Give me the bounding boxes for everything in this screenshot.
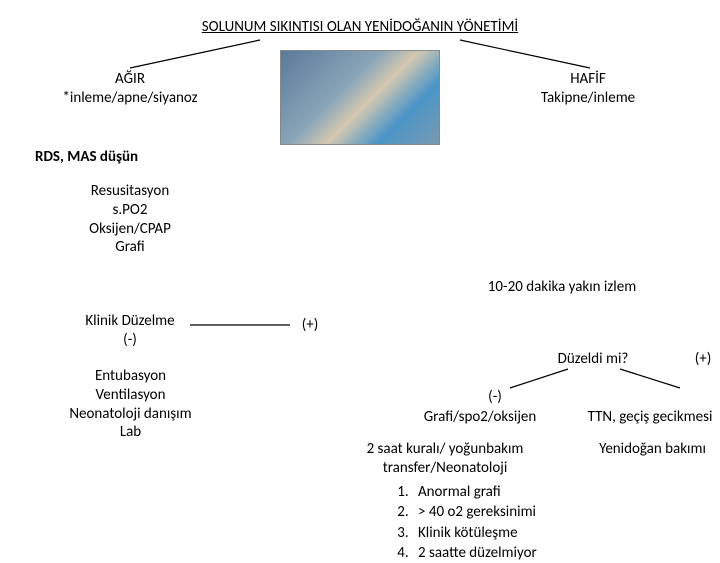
intub-block: Entubasyon Ventilasyon Neonatoloji danış… bbox=[38, 367, 223, 442]
resus-l3: Oksijen/CPAP bbox=[55, 220, 205, 239]
plus2-label: (+) bbox=[688, 350, 718, 369]
clinic-l2: (-) bbox=[55, 331, 205, 350]
severe-heading: AĞIR bbox=[40, 70, 220, 89]
grafi-label: Grafi/spo2/oksijen bbox=[395, 408, 565, 427]
criteria-list: Anormal grafi > 40 o2 gereksinimi Klinik… bbox=[390, 482, 630, 563]
severe-block: AĞIR *inleme/apne/siyanoz bbox=[40, 70, 220, 108]
resus-l4: Grafi bbox=[55, 238, 205, 257]
ttn-label: TTN, geçiş gecikmesi bbox=[570, 408, 720, 427]
severe-sub: *inleme/apne/siyanoz bbox=[40, 89, 220, 108]
intub-l2: Ventilasyon bbox=[38, 386, 223, 405]
intub-l3: Neonatoloji danışım bbox=[38, 405, 223, 424]
resus-l1: Resusitasyon bbox=[55, 182, 205, 201]
minus-label: (-) bbox=[480, 388, 510, 407]
rule-block: 2 saat kuralı/ yoğunbakım transfer/Neona… bbox=[335, 440, 555, 478]
resus-block: Resusitasyon s.PO2 Oksijen/CPAP Grafi bbox=[55, 182, 205, 257]
clinic-l1: Klinik Düzelme bbox=[55, 312, 205, 331]
rds-label: RDS, MAS düşün bbox=[35, 148, 185, 167]
rule-l1: 2 saat kuralı/ yoğunbakım bbox=[335, 440, 555, 459]
observe-label: 10-20 dakika yakın izlem bbox=[442, 278, 682, 297]
newborn-photo bbox=[280, 50, 440, 145]
resus-l2: s.PO2 bbox=[55, 201, 205, 220]
intub-l1: Entubasyon bbox=[38, 367, 223, 386]
clinic-block: Klinik Düzelme (-) bbox=[55, 312, 205, 350]
list-item: 2 saatte düzelmiyor bbox=[412, 543, 630, 563]
rule-l2: transfer/Neonatoloji bbox=[335, 459, 555, 478]
care-label: Yenidoğan bakımı bbox=[580, 440, 720, 459]
intub-l4: Lab bbox=[38, 423, 223, 442]
list-item: > 40 o2 gereksinimi bbox=[412, 502, 630, 522]
improved-label: Düzeldi mi? bbox=[538, 350, 648, 369]
plus-label: (+) bbox=[295, 316, 325, 335]
mild-heading: HAFİF bbox=[498, 70, 678, 89]
mild-sub: Takipne/inleme bbox=[498, 89, 678, 108]
list-item: Anormal grafi bbox=[412, 482, 630, 502]
mild-block: HAFİF Takipne/inleme bbox=[498, 70, 678, 108]
